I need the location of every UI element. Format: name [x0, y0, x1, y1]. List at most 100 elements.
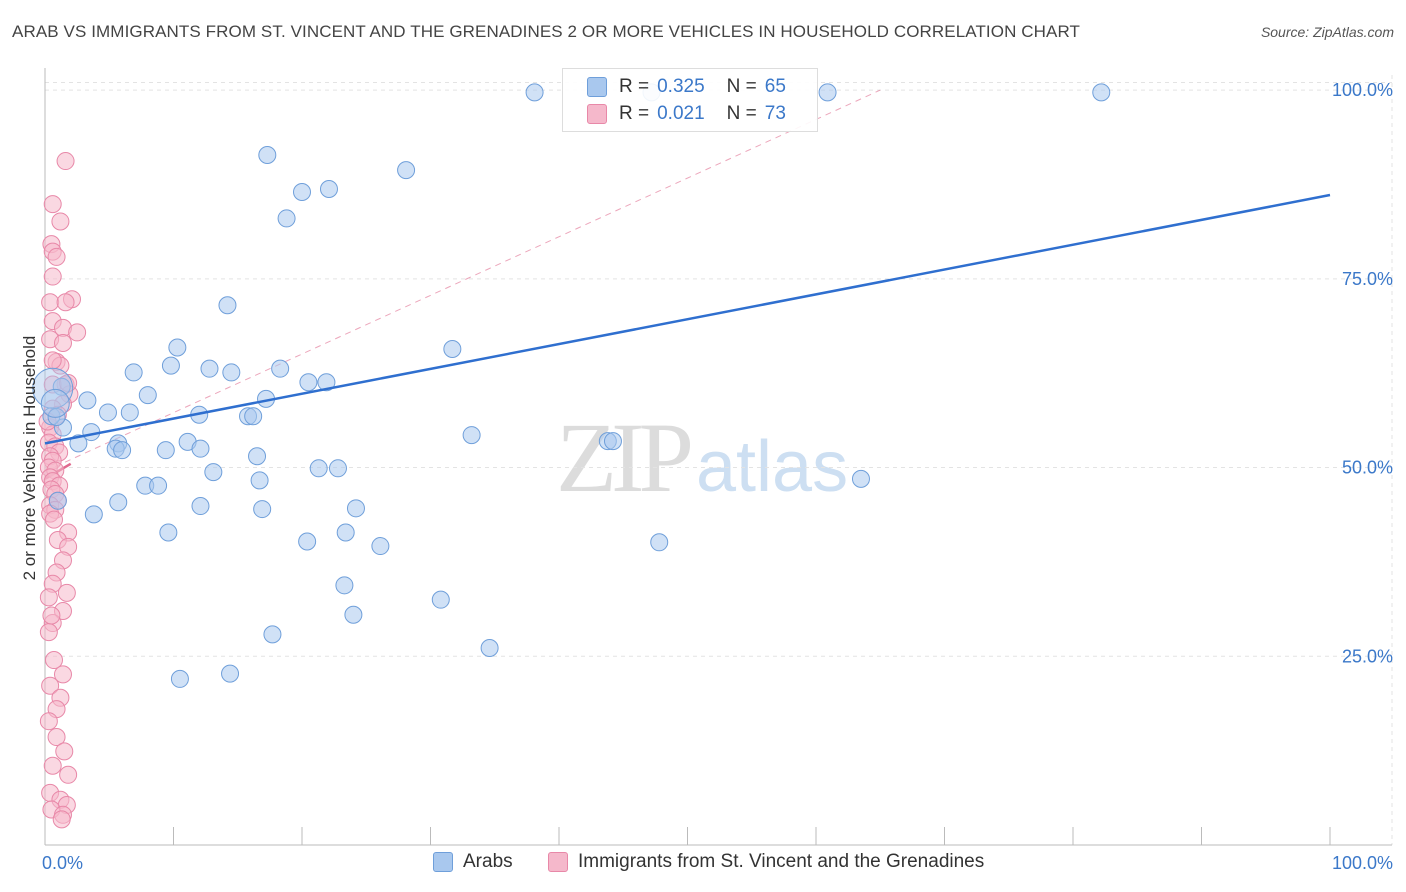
data-point-immigrants	[43, 195, 62, 214]
data-point-immigrants	[53, 665, 72, 684]
legend-swatch-immigrants	[587, 104, 607, 124]
trend-line-immigrants	[44, 89, 881, 472]
legend-row-immigrants: R = 0.021 N = 73	[563, 100, 808, 128]
legend-r-value: 0.325	[657, 76, 705, 97]
data-point-arabs	[603, 432, 622, 451]
data-point-immigrants	[52, 810, 71, 829]
data-point-arabs	[248, 447, 267, 466]
data-point-arabs	[319, 179, 338, 198]
legend-r-label: R =	[619, 76, 650, 97]
data-point-arabs	[431, 590, 450, 609]
legend-n-value: 65	[764, 76, 786, 97]
data-point-immigrants	[47, 728, 66, 747]
data-point-arabs	[159, 523, 178, 542]
data-point-arabs	[200, 359, 219, 378]
data-point-immigrants	[41, 676, 60, 695]
data-point-arabs	[170, 669, 189, 688]
data-point-immigrants	[56, 152, 75, 171]
data-point-arabs	[263, 625, 282, 644]
data-point-immigrants	[44, 510, 63, 529]
data-point-arabs	[69, 434, 88, 453]
bottom-legend-arabs[interactable]: Arabs	[433, 851, 513, 873]
data-point-arabs	[52, 377, 71, 396]
data-point-immigrants	[39, 623, 58, 642]
data-point-arabs	[120, 403, 139, 422]
y-tick-label: 100.0%	[1332, 80, 1393, 100]
y-tick-label: 75.0%	[1342, 269, 1393, 289]
data-point-arabs	[271, 359, 290, 378]
data-point-arabs	[397, 161, 416, 180]
trend-line-arabs	[44, 193, 1331, 445]
data-point-arabs	[222, 363, 241, 382]
bottom-legend-immigrants[interactable]: Immigrants from St. Vincent and the Gren…	[548, 851, 984, 873]
data-point-immigrants	[51, 212, 70, 231]
data-point-arabs	[250, 471, 269, 490]
data-point-arabs	[346, 499, 365, 518]
data-point-immigrants	[43, 267, 62, 286]
data-point-arabs	[168, 338, 187, 357]
data-point-arabs	[204, 463, 223, 482]
points-immigrants	[38, 152, 87, 829]
data-point-arabs	[818, 83, 837, 102]
source-label: Source: ZipAtlas.com	[1260, 24, 1394, 40]
data-point-immigrants	[59, 765, 78, 784]
data-point-arabs	[258, 146, 277, 165]
data-point-immigrants	[57, 583, 76, 602]
data-point-arabs	[335, 576, 354, 595]
chart-title: ARAB VS IMMIGRANTS FROM ST. VINCENT AND …	[12, 22, 1081, 41]
data-point-arabs	[371, 537, 390, 556]
data-point-arabs	[309, 459, 328, 478]
data-point-arabs	[84, 505, 103, 524]
data-point-arabs	[298, 532, 317, 551]
data-point-arabs	[1092, 83, 1111, 102]
data-point-immigrants	[53, 333, 72, 352]
trend-lines-immigrants	[44, 89, 881, 480]
data-point-immigrants	[55, 742, 74, 761]
data-point-arabs	[244, 407, 263, 426]
data-point-arabs	[113, 441, 132, 460]
legend-r-label: R =	[619, 103, 650, 124]
bottom-legend: Arabs Immigrants from St. Vincent and th…	[0, 851, 1406, 879]
data-point-arabs	[299, 373, 318, 392]
legend: R = 0.325 N = 65 R = 0.021 N = 73	[562, 68, 818, 132]
data-point-immigrants	[44, 651, 63, 670]
data-point-arabs	[149, 476, 168, 495]
data-point-immigrants	[68, 323, 87, 342]
legend-r-value: 0.021	[657, 103, 705, 124]
data-point-arabs	[156, 441, 175, 460]
data-point-arabs	[191, 439, 210, 458]
data-point-arabs	[443, 340, 462, 359]
data-point-arabs	[138, 386, 157, 405]
data-point-arabs	[480, 638, 499, 657]
legend-n-value: 73	[764, 103, 786, 124]
data-point-immigrants	[42, 606, 61, 625]
data-point-arabs	[48, 491, 67, 510]
trend-line-arabs	[44, 193, 1331, 445]
watermark-zip: ZIP	[556, 402, 694, 513]
data-point-immigrants	[43, 351, 62, 370]
data-point-arabs	[525, 83, 544, 102]
bottom-legend-swatch-arabs	[433, 852, 453, 872]
data-point-arabs	[161, 356, 180, 375]
y-tick-label: 25.0%	[1342, 646, 1393, 666]
data-point-immigrants	[39, 588, 58, 607]
bottom-legend-swatch-immigrants	[548, 852, 568, 872]
points-arabs	[32, 83, 1111, 688]
data-point-arabs	[328, 459, 347, 478]
bottom-legend-label-immigrants: Immigrants from St. Vincent and the Gren…	[578, 851, 985, 872]
y-tick-label: 50.0%	[1342, 458, 1393, 478]
data-point-arabs	[253, 500, 272, 519]
axes	[44, 68, 1392, 846]
data-point-arabs	[98, 403, 117, 422]
data-point-arabs	[78, 391, 97, 410]
legend-swatch-arabs	[587, 77, 607, 97]
legend-n-label: N =	[726, 76, 757, 97]
data-point-arabs	[317, 373, 336, 392]
grid-lines	[45, 75, 1393, 845]
data-point-arabs	[277, 209, 296, 228]
bottom-legend-label-arabs: Arabs	[463, 851, 513, 872]
data-point-arabs	[462, 426, 481, 445]
data-point-immigrants	[39, 712, 58, 731]
data-point-arabs	[124, 363, 143, 382]
